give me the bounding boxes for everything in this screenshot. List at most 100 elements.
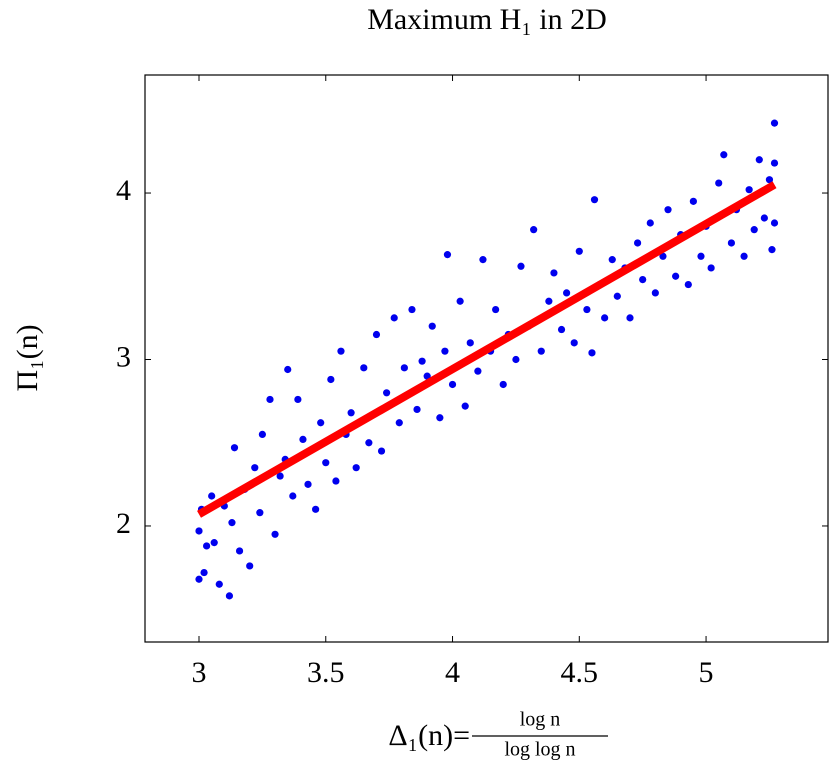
scatter-point — [418, 357, 426, 365]
scatter-point — [352, 464, 360, 472]
scatter-point — [390, 314, 398, 322]
scatter-point — [395, 419, 403, 427]
scatter-point — [365, 439, 373, 447]
y-tick-label: 3 — [116, 340, 131, 373]
scatter-point — [646, 219, 654, 227]
scatter-point — [601, 314, 609, 322]
scatter-point — [195, 575, 203, 583]
scatter-point — [466, 339, 474, 347]
scatter-point — [672, 272, 680, 280]
scatter-point — [195, 527, 203, 535]
scatter-point — [760, 214, 768, 222]
scatter-point — [312, 505, 320, 513]
scatter-point — [322, 459, 330, 467]
scatter-point — [626, 314, 634, 322]
scatter-point — [745, 186, 753, 194]
scatter-point — [474, 367, 482, 375]
scatter-point — [651, 289, 659, 297]
scatter-point — [583, 305, 591, 314]
scatter-point — [372, 330, 381, 339]
scatter-point — [266, 395, 274, 404]
scatter-point — [441, 347, 449, 355]
scatter-point — [225, 592, 234, 600]
scatter-point — [256, 509, 264, 517]
scatter-point — [208, 492, 216, 500]
x-axis-label-denominator: log log n — [504, 739, 575, 761]
scatter-point — [570, 339, 578, 347]
scatter-point — [271, 530, 279, 538]
x-tick-label: 5 — [699, 656, 714, 689]
scatter-point — [200, 568, 208, 577]
y-tick-label: 2 — [116, 507, 131, 540]
scatter-point — [228, 519, 236, 527]
scatter-point — [750, 226, 758, 234]
scatter-point — [479, 256, 487, 264]
scatter-point — [294, 395, 302, 404]
scatter-point — [512, 355, 520, 364]
scatter-point — [639, 275, 647, 284]
scatter-point — [448, 380, 457, 389]
scatter-point — [770, 119, 779, 127]
scatter-point — [203, 542, 211, 550]
scatter-point — [456, 297, 464, 305]
scatter-point — [608, 256, 616, 264]
scatter-point — [545, 297, 553, 305]
scatter-point — [436, 414, 444, 422]
scatter-point — [347, 409, 355, 417]
scatter-point — [428, 322, 436, 330]
scatter-point — [210, 539, 218, 547]
scatter-point — [499, 380, 507, 389]
scatter-point — [575, 247, 583, 255]
scatter-point — [461, 402, 469, 410]
scatter-point — [537, 347, 545, 355]
scatter-point — [740, 252, 748, 260]
scatter-point — [492, 305, 500, 314]
x-axis-label-numerator: log n — [520, 709, 561, 731]
scatter-point — [707, 264, 715, 272]
scatter-point — [251, 464, 259, 472]
scatter-point — [258, 430, 266, 439]
scatter-point — [755, 156, 763, 164]
scatter-point — [557, 325, 566, 334]
scatter-point — [770, 159, 779, 167]
scatter-point — [360, 364, 368, 372]
scatter-point — [332, 477, 340, 485]
scatter-point — [727, 239, 736, 247]
scatter-point — [235, 547, 244, 555]
scatter-point — [408, 305, 416, 314]
scatter-point — [413, 405, 421, 414]
scatter-point — [689, 197, 697, 205]
scatter-point — [765, 176, 774, 184]
x-tick-label: 4.5 — [561, 656, 599, 689]
fit-line — [197, 181, 777, 518]
scatter-point — [304, 480, 312, 488]
scatter-point — [590, 196, 599, 204]
scatter-point — [377, 447, 386, 455]
x-tick-label: 3 — [192, 656, 207, 689]
scatter-point — [299, 435, 307, 444]
x-tick-label: 4 — [445, 656, 460, 689]
scatter-point — [720, 151, 728, 159]
scatter-point — [230, 444, 239, 452]
scatter-point — [530, 226, 538, 234]
scatter-point — [400, 364, 408, 372]
scatter-point — [443, 251, 452, 259]
scatter-point — [770, 219, 779, 227]
scatter-point — [588, 349, 596, 357]
scatter-point — [284, 365, 292, 374]
scatter-point — [697, 252, 705, 260]
scatter-point — [246, 562, 254, 570]
scatter-point — [289, 492, 297, 500]
x-axis-label: Δ₁(n)= — [388, 719, 470, 752]
scatter-point — [337, 347, 345, 355]
scatter-point — [768, 246, 776, 254]
scatter-point — [517, 262, 525, 270]
y-axis-label: Π₁(n) — [11, 324, 44, 391]
scatter-point — [659, 252, 667, 260]
y-tick-label: 4 — [116, 174, 131, 207]
scatter-point — [684, 280, 692, 289]
scatter-point — [276, 472, 284, 480]
chart-title: Maximum H₁ in 2D — [367, 3, 607, 36]
